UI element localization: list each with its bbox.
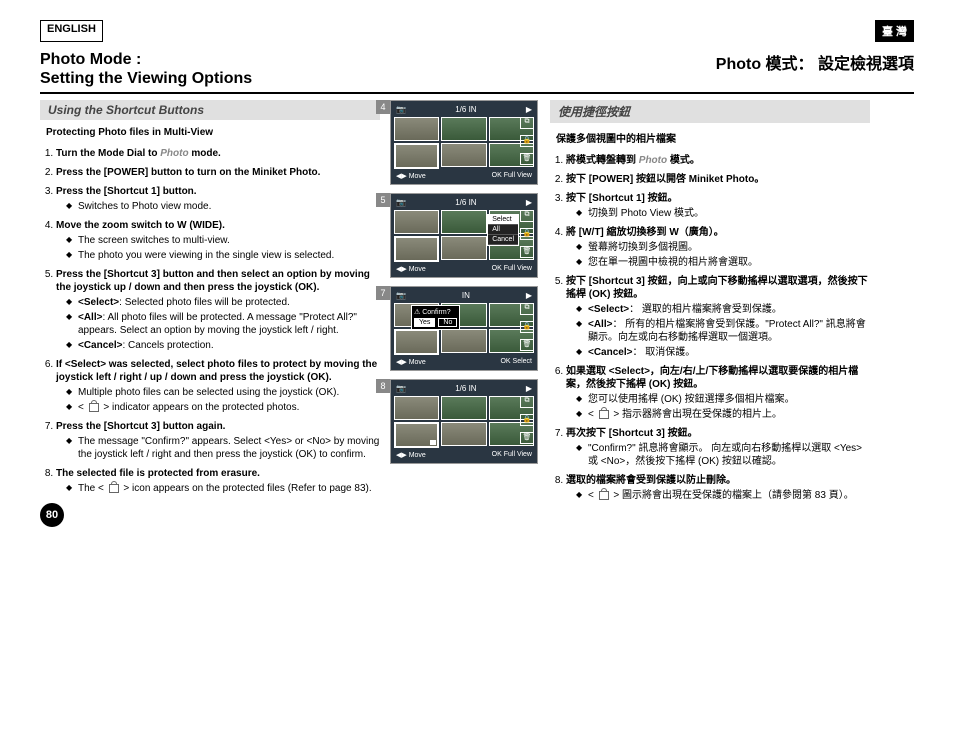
subtitle-cn: 使用捷徑按鈕 bbox=[550, 100, 870, 123]
substep: 切換到 Photo View 模式。 bbox=[576, 207, 870, 220]
substep: The screen switches to multi-view. bbox=[66, 234, 380, 247]
step: 選取的檔案將會受到保護以防止刪除。< > 圖示將會出現在受保護的檔案上（請參閱第… bbox=[566, 474, 870, 502]
substep: 螢幕將切換到多個視圖。 bbox=[576, 241, 870, 254]
lock-sidebar-icon: 🔒 bbox=[520, 414, 534, 426]
screen-4: 4📷1/6 IN▶⧉🔒🗑◀▶ MoveOK Full View bbox=[390, 100, 540, 185]
step: Turn the Mode Dial to Photo mode. bbox=[56, 147, 380, 160]
step: Press the [Shortcut 3] button again.The … bbox=[56, 420, 380, 461]
copy-icon: ⧉ bbox=[520, 303, 534, 315]
screen-5: 5📷1/6 IN▶⧉🔒🗑SelectAllCancel◀▶ MoveOK Ful… bbox=[390, 193, 540, 278]
substep: <Cancel>： 取消保護。 bbox=[576, 346, 870, 359]
play-icon: ▶ bbox=[526, 384, 532, 393]
english-column: Using the Shortcut Buttons Protecting Ph… bbox=[40, 100, 380, 527]
screen-7: 7📷 IN▶⧉🔒🗑⚠ Confirm?YesNo◀▶ MoveOK Select bbox=[390, 286, 540, 371]
title-cn: Photo 模式： 設定檢視選項 bbox=[716, 50, 914, 88]
step: 按下 [Shortcut 3] 按鈕，向上或向下移動搖桿以選取選項，然後按下搖桿… bbox=[566, 275, 870, 359]
substep: 您在單一視圖中檢視的相片將會選取。 bbox=[576, 256, 870, 269]
lock-sidebar-icon: 🔒 bbox=[520, 135, 534, 147]
step: The selected file is protected from eras… bbox=[56, 467, 380, 495]
lang-en-badge: ENGLISH bbox=[40, 20, 103, 42]
copy-icon: ⧉ bbox=[520, 210, 534, 222]
header: ENGLISH 臺 灣 bbox=[40, 20, 914, 42]
step: 如果選取 <Select>，向左/右/上/下移動搖桿以選取要保護的相片檔案，然後… bbox=[566, 365, 870, 421]
lang-tw-badge: 臺 灣 bbox=[875, 20, 914, 42]
chinese-column: 使用捷徑按鈕 保護多個視圖中的相片檔案 將模式轉盤轉到 Photo 模式。按下 … bbox=[550, 100, 870, 527]
title-en: Photo Mode :Setting the Viewing Options bbox=[40, 50, 252, 88]
thumbnails bbox=[394, 396, 534, 448]
screen-8: 8📷1/6 IN▶⧉🔒🗑◀▶ MoveOK Full View bbox=[390, 379, 540, 464]
subhead-en: Protecting Photo files in Multi-View bbox=[40, 124, 380, 141]
trash-icon: 🗑 bbox=[520, 432, 534, 444]
title-bar: Photo Mode :Setting the Viewing Options … bbox=[40, 50, 914, 94]
substep: The < > icon appears on the protected fi… bbox=[66, 482, 380, 495]
play-icon: ▶ bbox=[526, 198, 532, 207]
step: Press the [Shortcut 1] button.Switches t… bbox=[56, 185, 380, 213]
steps-cn: 將模式轉盤轉到 Photo 模式。按下 [POWER] 按鈕以開啓 Minike… bbox=[550, 154, 870, 502]
menu-popup: SelectAllCancel bbox=[487, 214, 519, 246]
step: 將 [W/T] 縮放切換移到 W（廣角）。螢幕將切換到多個視圖。您在單一視圖中檢… bbox=[566, 226, 870, 269]
substep: 您可以使用搖桿 (OK) 按鈕選擇多個相片檔案。 bbox=[576, 393, 870, 406]
play-icon: ▶ bbox=[526, 291, 532, 300]
substep: Multiple photo files can be selected usi… bbox=[66, 386, 380, 399]
substep: < > 圖示將會出現在受保護的檔案上（請參閱第 83 頁）。 bbox=[576, 489, 870, 502]
subtitle-en: Using the Shortcut Buttons bbox=[40, 100, 380, 120]
substep: <Select>： 選取的相片檔案將會受到保護。 bbox=[576, 303, 870, 316]
step: 按下 [POWER] 按鈕以開啓 Miniket Photo。 bbox=[566, 173, 870, 186]
substep: The photo you were viewing in the single… bbox=[66, 249, 380, 262]
screen-num: 8 bbox=[376, 379, 390, 393]
substep: <All>: All photo files will be protected… bbox=[66, 311, 380, 337]
page-number: 80 bbox=[40, 503, 64, 527]
substep: <Select>: Selected photo files will be p… bbox=[66, 296, 380, 309]
camera-icon: 📷 bbox=[396, 105, 406, 114]
screen-num: 5 bbox=[376, 193, 390, 207]
substep: Switches to Photo view mode. bbox=[66, 200, 380, 213]
step: Press the [Shortcut 3] button and then s… bbox=[56, 268, 380, 352]
screen-num: 4 bbox=[376, 100, 390, 114]
step: 將模式轉盤轉到 Photo 模式。 bbox=[566, 154, 870, 167]
screenshots-column: 4📷1/6 IN▶⧉🔒🗑◀▶ MoveOK Full View5📷1/6 IN▶… bbox=[390, 100, 540, 527]
thumbnails bbox=[394, 117, 534, 169]
trash-icon: 🗑 bbox=[520, 339, 534, 351]
lock-sidebar-icon: 🔒 bbox=[520, 321, 534, 333]
step: If <Select> was selected, select photo f… bbox=[56, 358, 380, 414]
step: 再次按下 [Shortcut 3] 按鈕。"Confirm?" 訊息將會顯示。 … bbox=[566, 427, 870, 468]
copy-icon: ⧉ bbox=[520, 117, 534, 129]
screen-num: 7 bbox=[376, 286, 390, 300]
substep: "Confirm?" 訊息將會顯示。 向左或向右移動搖桿以選取 <Yes> 或 … bbox=[576, 442, 870, 468]
play-icon: ▶ bbox=[526, 105, 532, 114]
lock-sidebar-icon: 🔒 bbox=[520, 228, 534, 240]
steps-en: Turn the Mode Dial to Photo mode. Press t… bbox=[40, 147, 380, 495]
copy-icon: ⧉ bbox=[520, 396, 534, 408]
subhead-cn: 保護多個視圖中的相片檔案 bbox=[550, 127, 870, 148]
trash-icon: 🗑 bbox=[520, 153, 534, 165]
camera-icon: 📷 bbox=[396, 291, 406, 300]
camera-icon: 📷 bbox=[396, 384, 406, 393]
substep: < > 指示器將會出現在受保護的相片上。 bbox=[576, 408, 870, 421]
camera-icon: 📷 bbox=[396, 198, 406, 207]
step: 按下 [Shortcut 1] 按鈕。切換到 Photo View 模式。 bbox=[566, 192, 870, 220]
confirm-dialog: ⚠ Confirm?YesNo bbox=[411, 305, 460, 330]
step: Move the zoom switch to W (WIDE).The scr… bbox=[56, 219, 380, 262]
substep: < > indicator appears on the protected p… bbox=[66, 401, 380, 414]
trash-icon: 🗑 bbox=[520, 246, 534, 258]
substep: <Cancel>: Cancels protection. bbox=[66, 339, 380, 352]
substep: The message "Confirm?" appears. Select <… bbox=[66, 435, 380, 461]
substep: <All>： 所有的相片檔案將會受到保護。"Protect All?" 訊息將會… bbox=[576, 318, 870, 344]
step: Press the [POWER] button to turn on the … bbox=[56, 166, 380, 179]
